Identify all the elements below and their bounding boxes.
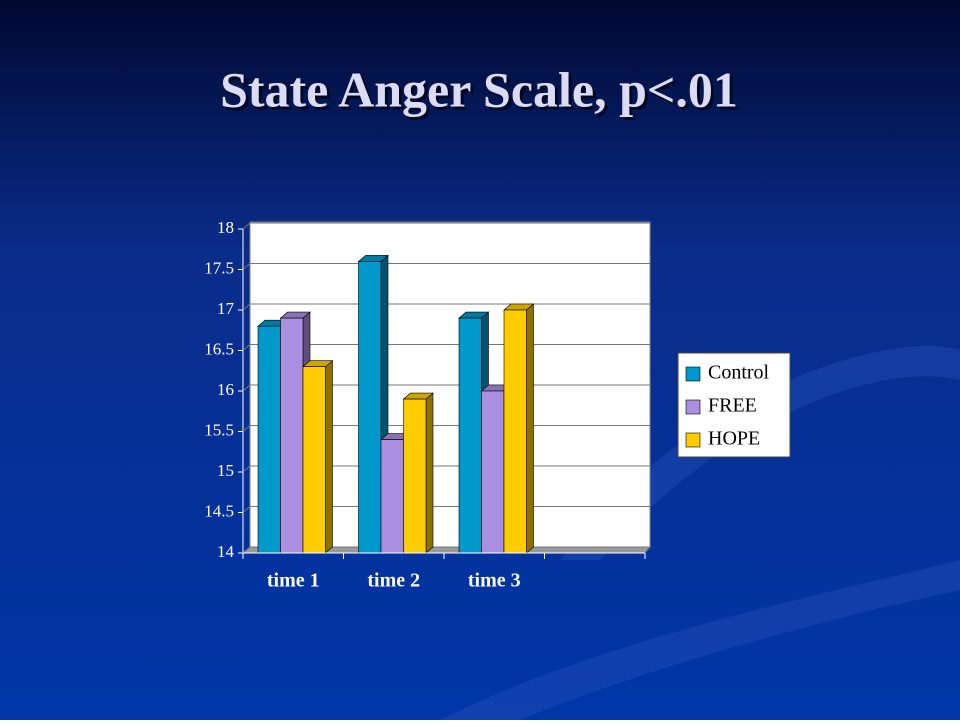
legend-swatch	[685, 399, 701, 415]
bar-front	[481, 390, 505, 554]
legend-label: Control	[708, 362, 770, 384]
bar-side	[325, 360, 333, 554]
bar-front	[302, 366, 326, 554]
bar	[503, 303, 535, 554]
legend-swatch	[685, 366, 701, 382]
y-tick-label: 14	[217, 542, 235, 561]
y-tick-label: 15.5	[204, 420, 234, 439]
bar-front	[503, 309, 527, 554]
bar-front	[280, 317, 304, 554]
bar-front	[358, 261, 382, 554]
bar-front	[380, 439, 404, 554]
y-tick-label: 16.5	[204, 339, 234, 358]
bar	[302, 360, 334, 554]
y-tick-label: 14.5	[204, 501, 234, 520]
y-tick-label: 17	[217, 299, 235, 318]
decoration	[440, 560, 960, 720]
y-tick-label: 15	[217, 461, 234, 480]
y-tick-label: 18	[217, 218, 234, 237]
legend-swatch	[685, 432, 701, 448]
chart-title: State Anger Scale, p<.01	[220, 61, 738, 117]
y-tick-label: 17.5	[204, 258, 234, 277]
x-tick-label: time 3	[468, 570, 521, 592]
bar	[402, 392, 434, 554]
bar-side	[526, 303, 534, 554]
x-tick-label: time 2	[367, 570, 420, 592]
x-tick-label: time 1	[267, 570, 320, 592]
legend-label: HOPE	[708, 428, 760, 450]
bar-front	[458, 317, 482, 554]
bar-front	[403, 398, 427, 554]
title-shadow: State Anger Scale, p<.01	[223, 64, 741, 120]
grid-line	[242, 222, 650, 230]
grid-line	[242, 263, 650, 270]
bar-front	[257, 325, 281, 554]
bar-side	[425, 392, 434, 554]
y-tick-label: 16	[217, 380, 234, 399]
legend-label: FREE	[708, 395, 757, 417]
